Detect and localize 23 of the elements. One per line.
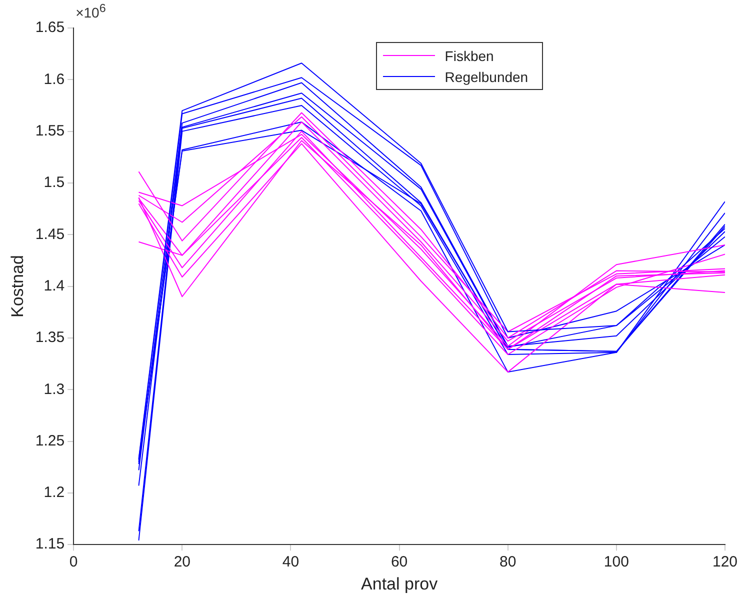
y-tick-label: 1.5: [44, 174, 65, 192]
y-tick-label: 1.15: [35, 536, 65, 553]
y-tick-label: 1.6: [44, 70, 65, 88]
x-tick-label: 0: [69, 554, 78, 571]
y-tick-label: 1.55: [35, 122, 65, 140]
x-tick-label: 120: [712, 554, 738, 571]
legend-label: Regelbunden: [444, 68, 528, 84]
x-tick-label: 100: [604, 554, 629, 571]
x-tick-label: 40: [282, 554, 300, 571]
x-tick-label: 80: [500, 554, 516, 571]
x-tick-label: 20: [174, 554, 191, 571]
legend-label: Fiskben: [444, 48, 494, 64]
text: ×10$^{6}$: [76, 2, 106, 21]
y-tick-label: 1.45: [35, 226, 65, 243]
y-tick-label: 1.2: [44, 484, 65, 502]
x-tick-label: 60: [390, 554, 408, 571]
y-tick-label: 1.3: [44, 380, 65, 398]
y-axis-title: Kostnad: [8, 255, 27, 318]
y-tick-label: 1.65: [35, 19, 65, 36]
y-tick-label: 1.35: [35, 329, 65, 346]
y-tick-label: 1.4: [44, 277, 65, 294]
y-tick-label: 1.25: [35, 432, 65, 450]
x-axis-title: Antal prov: [361, 574, 438, 594]
